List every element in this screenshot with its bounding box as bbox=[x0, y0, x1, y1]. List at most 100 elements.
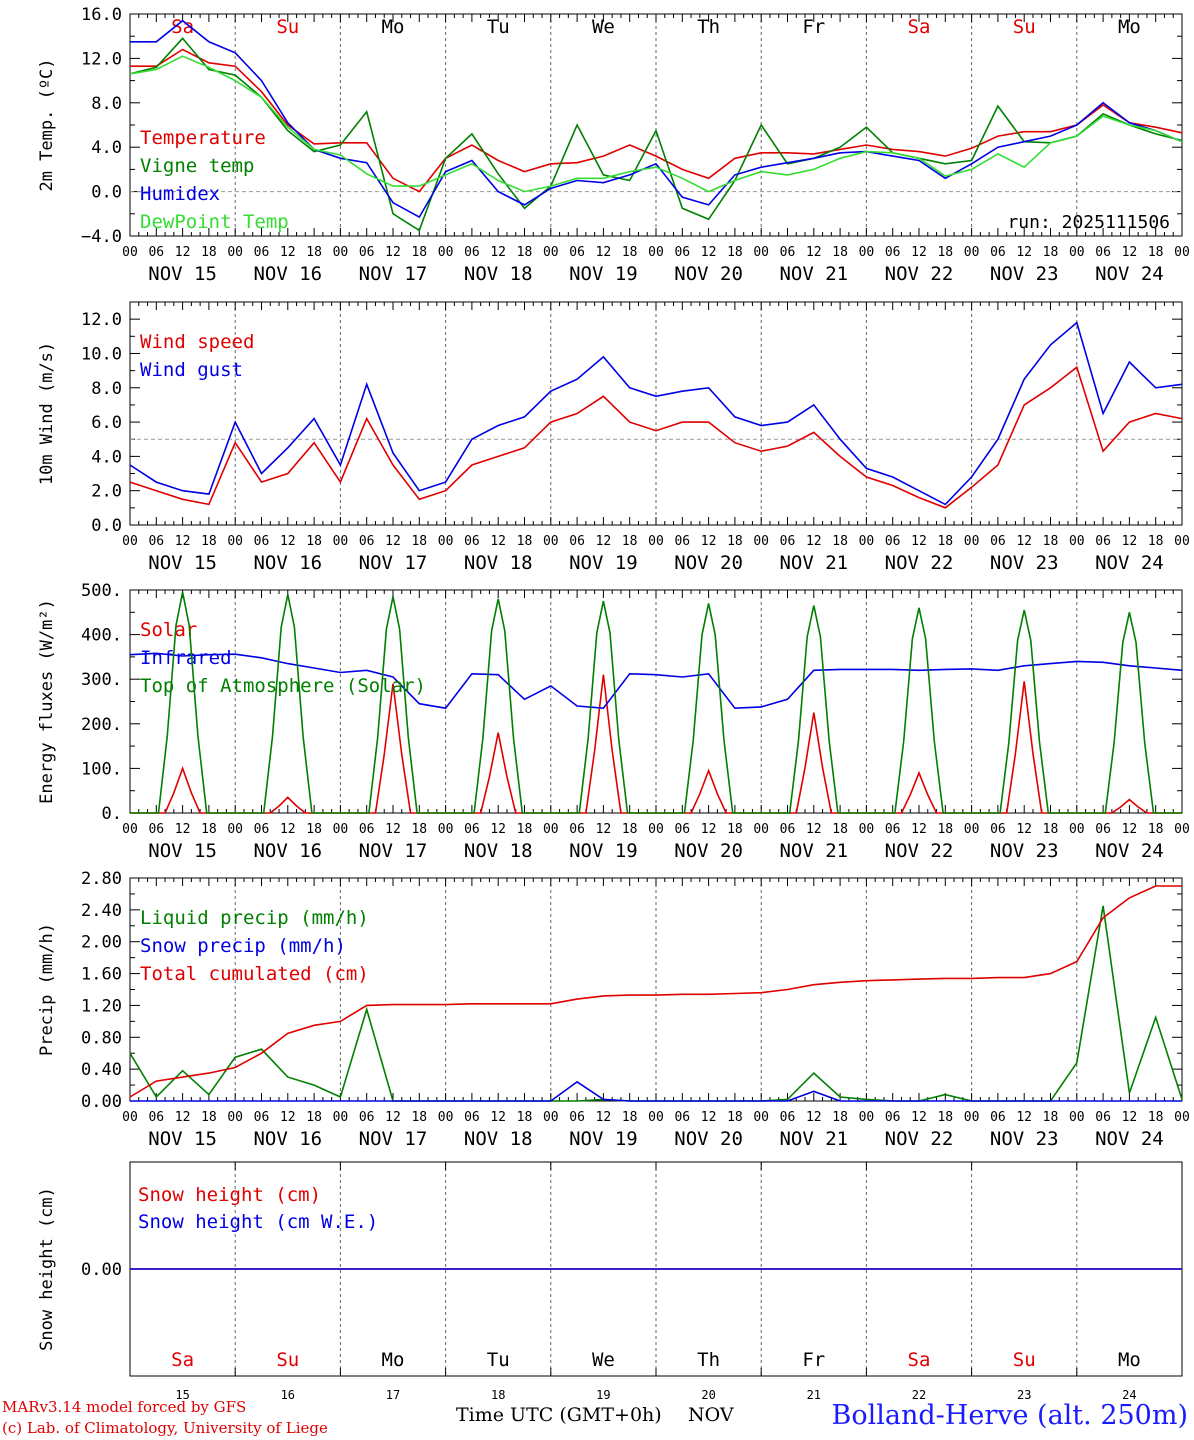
temp-y-tick-label: 12.0 bbox=[81, 49, 122, 69]
wind-y-tick-label: 0.0 bbox=[91, 516, 122, 536]
temp-legend-entry: DewPoint Temp bbox=[140, 211, 289, 233]
energy-hour-label: 12 bbox=[280, 822, 296, 837]
wind-series-wind-speed bbox=[129, 365, 1183, 509]
wind-date-label: NOV 19 bbox=[569, 552, 638, 574]
energy-series-top-of-atmosphere-solar- bbox=[130, 592, 1182, 814]
temp-hour-label: 06 bbox=[1095, 245, 1111, 260]
wind-hour-label: 06 bbox=[254, 534, 270, 549]
energy-hour-label: 18 bbox=[411, 822, 427, 837]
energy-hour-label: 06 bbox=[254, 822, 270, 837]
energy-y-tick-label: 500. bbox=[81, 581, 122, 601]
energy-hour-label: 06 bbox=[674, 822, 690, 837]
precip-date-label: NOV 21 bbox=[779, 1128, 848, 1150]
energy-hour-label: 00 bbox=[122, 822, 138, 837]
wind-legend-entry: Wind speed bbox=[140, 331, 254, 353]
snow-day-number: 22 bbox=[912, 1388, 926, 1402]
energy-hour-label: 12 bbox=[806, 822, 822, 837]
temp-hour-label: 06 bbox=[148, 245, 164, 260]
precip-hour-label: 18 bbox=[937, 1110, 953, 1125]
temp-hour-label: 18 bbox=[832, 245, 848, 260]
snow-day-number: 15 bbox=[175, 1388, 189, 1402]
snow-day-name: We bbox=[592, 1349, 615, 1371]
precip-date-label: NOV 16 bbox=[253, 1128, 322, 1150]
temp-date-label: NOV 18 bbox=[464, 263, 533, 285]
energy-date-label: NOV 18 bbox=[464, 840, 533, 862]
energy-hour-label: 00 bbox=[753, 822, 769, 837]
precip-date-label: NOV 20 bbox=[674, 1128, 743, 1150]
temp-hour-label: 18 bbox=[937, 245, 953, 260]
snow-day-name: Fr bbox=[802, 1349, 825, 1371]
precip-hour-label: 18 bbox=[622, 1110, 638, 1125]
snow-day-name: Sa bbox=[908, 1349, 931, 1371]
precip-date-label: NOV 18 bbox=[464, 1128, 533, 1150]
energy-hour-label: 00 bbox=[227, 822, 243, 837]
temp-hour-label: 00 bbox=[753, 245, 769, 260]
snow-day-name: Su bbox=[1013, 1349, 1036, 1371]
precip-hour-label: 12 bbox=[701, 1110, 717, 1125]
temp-hour-label: 18 bbox=[1148, 245, 1164, 260]
wind-date-label: NOV 16 bbox=[253, 552, 322, 574]
temp-day-name: Fr bbox=[802, 16, 825, 38]
temp-day-name: Su bbox=[276, 16, 299, 38]
wind-hour-label: 12 bbox=[490, 534, 506, 549]
energy-hour-label: 06 bbox=[1095, 822, 1111, 837]
wind-hour-label: 00 bbox=[648, 534, 664, 549]
precip-hour-label: 12 bbox=[596, 1110, 612, 1125]
wind-date-label: NOV 24 bbox=[1095, 552, 1164, 574]
temp-y-tick-label: −4.0 bbox=[81, 227, 122, 247]
wind-hour-label: 06 bbox=[674, 534, 690, 549]
energy-hour-label: 06 bbox=[780, 822, 796, 837]
wind-y-tick-label: 4.0 bbox=[91, 447, 122, 467]
wind-date-label: NOV 18 bbox=[464, 552, 533, 574]
temp-day-name: Th bbox=[697, 16, 720, 38]
precip-hour-label: 12 bbox=[911, 1110, 927, 1125]
wind-hour-label: 00 bbox=[438, 534, 454, 549]
snow-panel: 0.00 Snow height (cm) Sa Su Mo Tu We Th Fr Sa Su Mo… bbox=[37, 1161, 1183, 1402]
energy-date-label: NOV 20 bbox=[674, 840, 743, 862]
wind-series-wind-gust bbox=[129, 321, 1183, 506]
energy-hour-label: 06 bbox=[569, 822, 585, 837]
wind-hour-label: 00 bbox=[1069, 534, 1085, 549]
temp-hour-label: 06 bbox=[359, 245, 375, 260]
temp-hour-label: 12 bbox=[1122, 245, 1138, 260]
precip-date-label: NOV 22 bbox=[885, 1128, 954, 1150]
temp-series-temperature bbox=[130, 48, 1183, 193]
wind-y-tick-label: 6.0 bbox=[91, 413, 122, 433]
energy-hour-label: 00 bbox=[1174, 822, 1190, 837]
energy-hour-label: 12 bbox=[385, 822, 401, 837]
energy-hour-label: 18 bbox=[937, 822, 953, 837]
temp-hour-label: 06 bbox=[885, 245, 901, 260]
wind-hour-label: 18 bbox=[201, 534, 217, 549]
wind-hour-label: 18 bbox=[517, 534, 533, 549]
energy-hour-label: 00 bbox=[964, 822, 980, 837]
energy-hour-label: 12 bbox=[1016, 822, 1032, 837]
temp-hour-label: 06 bbox=[569, 245, 585, 260]
temp-hour-label: 12 bbox=[596, 245, 612, 260]
wind-hour-label: 18 bbox=[411, 534, 427, 549]
energy-hour-label: 18 bbox=[517, 822, 533, 837]
precip-hour-label: 06 bbox=[464, 1110, 480, 1125]
precip-y-tick-label: 0.80 bbox=[81, 1028, 122, 1048]
precip-y-tick-label: 2.00 bbox=[81, 933, 122, 953]
temp-hour-label: 12 bbox=[1016, 245, 1032, 260]
temp-hour-label: 00 bbox=[543, 245, 559, 260]
energy-date-label: NOV 19 bbox=[569, 840, 638, 862]
precip-y-tick-label: 2.80 bbox=[81, 869, 122, 889]
wind-hour-label: 00 bbox=[122, 534, 138, 549]
precip-hour-label: 18 bbox=[832, 1110, 848, 1125]
precip-date-label: NOV 24 bbox=[1095, 1128, 1164, 1150]
precip-series-total-cumulated-cm- bbox=[129, 885, 1182, 1098]
energy-date-label: NOV 24 bbox=[1095, 840, 1164, 862]
precip-hour-label: 12 bbox=[280, 1110, 296, 1125]
precip-hour-label: 18 bbox=[1148, 1110, 1164, 1125]
energy-date-label: NOV 15 bbox=[148, 840, 217, 862]
wind-hour-label: 00 bbox=[333, 534, 349, 549]
energy-hour-label: 18 bbox=[727, 822, 743, 837]
snow-legend-entry: Snow height (cm W.E.) bbox=[138, 1211, 378, 1233]
energy-hour-label: 00 bbox=[333, 822, 349, 837]
wind-hour-label: 12 bbox=[806, 534, 822, 549]
temp-legend-entry: Temperature bbox=[140, 127, 266, 149]
precip-hour-label: 06 bbox=[569, 1110, 585, 1125]
precip-hour-label: 18 bbox=[1043, 1110, 1059, 1125]
